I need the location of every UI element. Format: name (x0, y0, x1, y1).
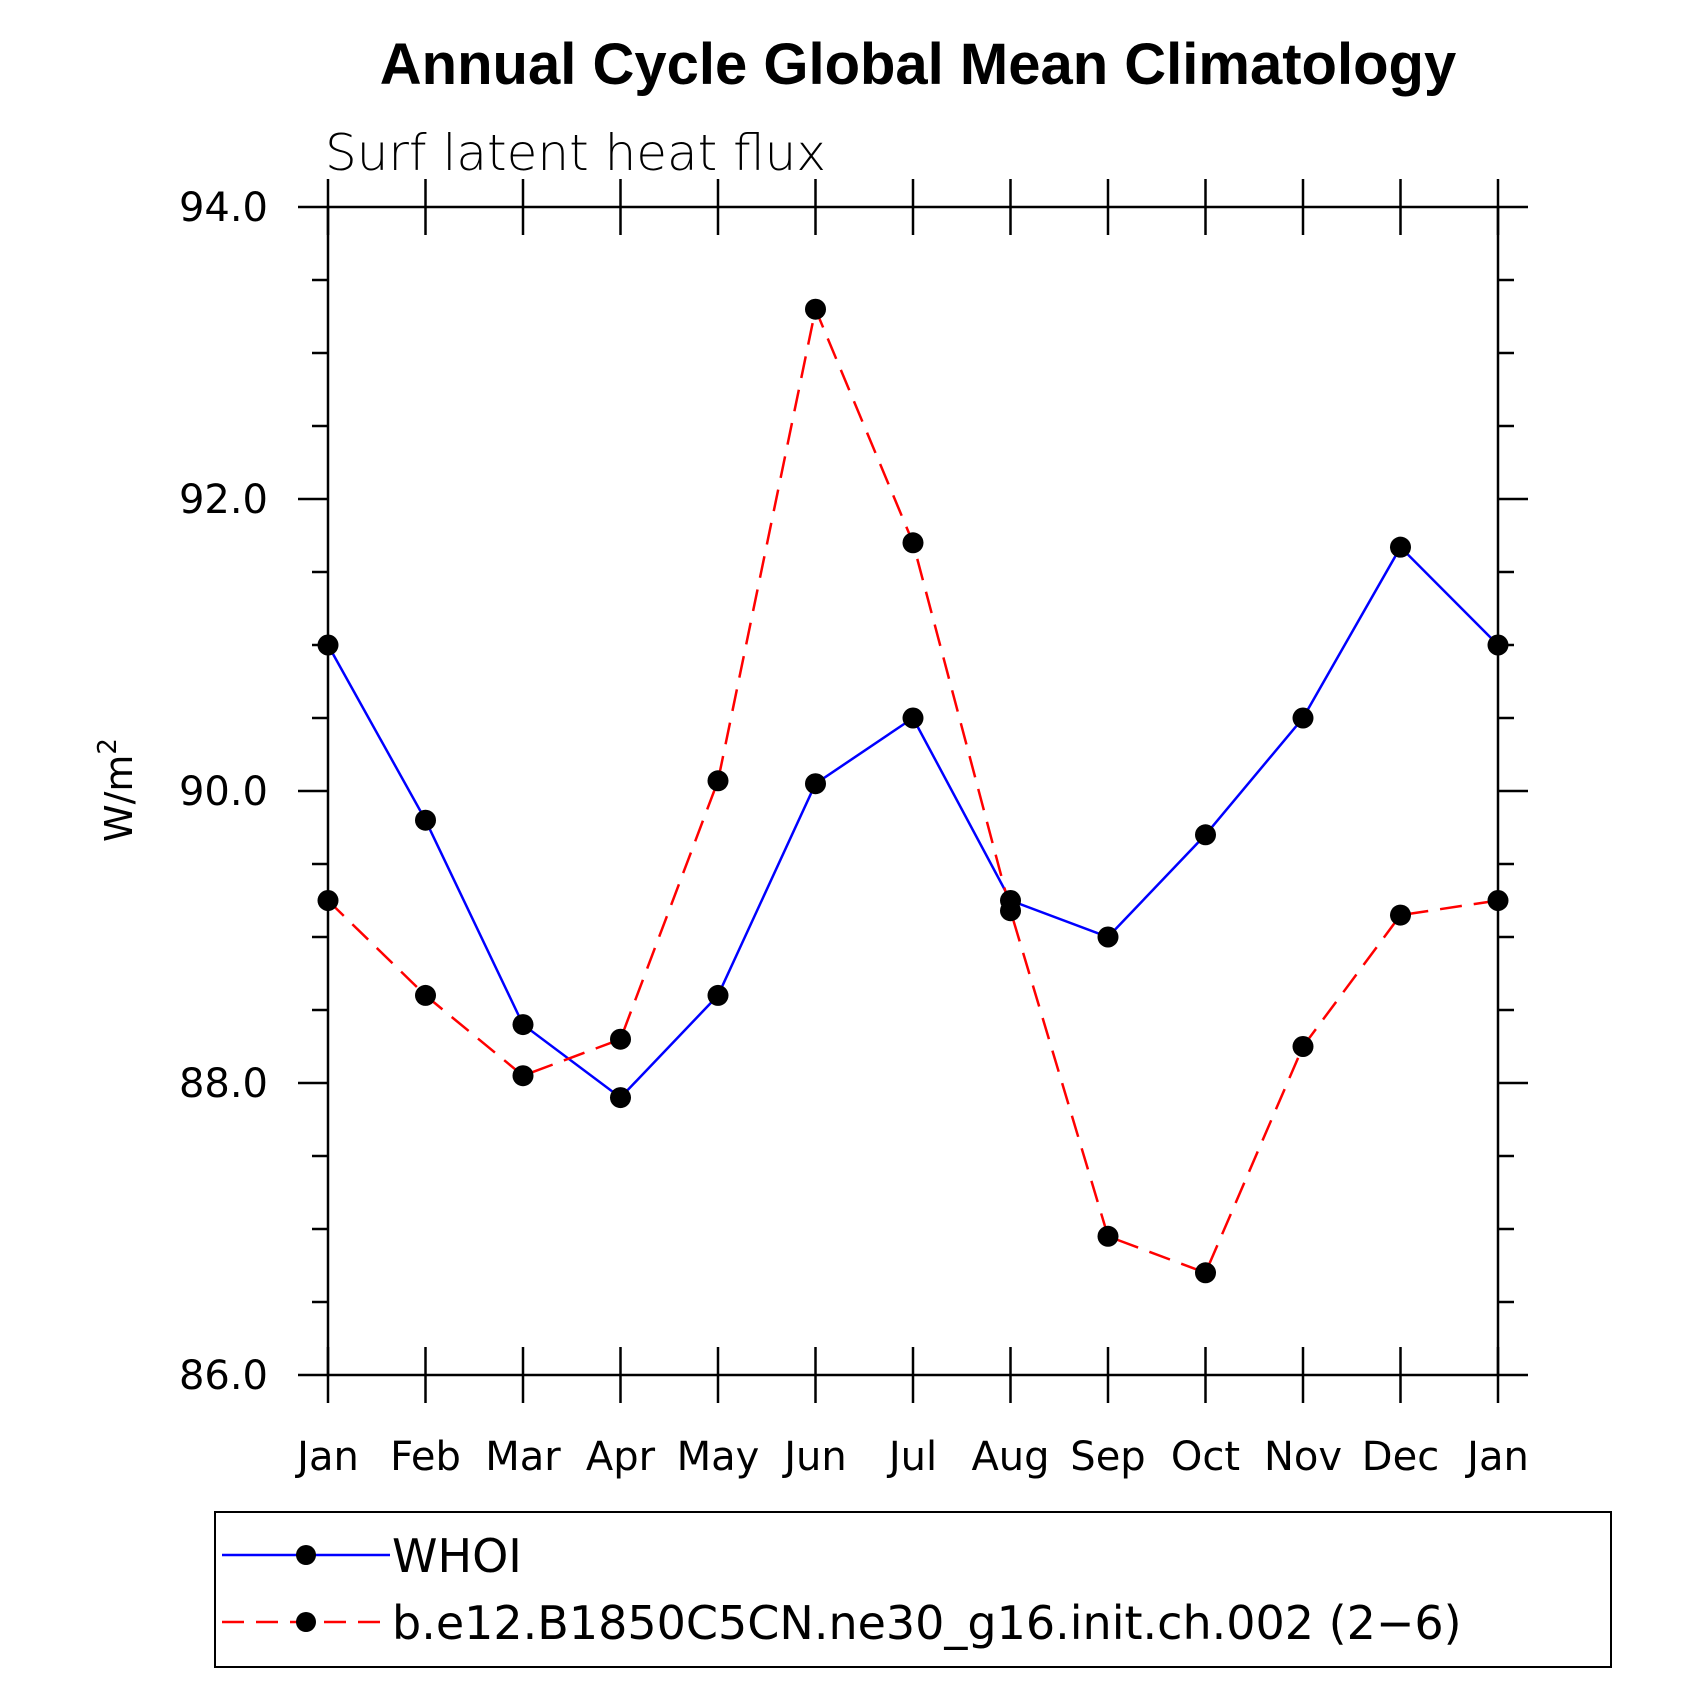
data-point-series-1 (1390, 904, 1411, 926)
series-line-0 (326, 545, 1499, 1100)
x-tick-label: Jan (1464, 1434, 1529, 1480)
series-line-1 (327, 304, 1499, 1275)
data-point-series-0 (610, 1087, 631, 1109)
data-point-series-0 (1292, 707, 1314, 729)
x-tick-label: Jan (294, 1434, 359, 1480)
x-tick-label: Oct (1171, 1434, 1240, 1480)
x-tick-label: Sep (1070, 1434, 1145, 1480)
x-ticks: Jan Feb Mar Apr May Jun Jul Aug Sep Oct Nov Dec Jan (294, 179, 1529, 1480)
x-tick-label: Aug (971, 1434, 1049, 1480)
x-tick-label: Mar (485, 1434, 561, 1480)
data-point-series-1 (1195, 1262, 1216, 1284)
y-axis-label-text: W/m (97, 755, 141, 842)
y-tick-label: 94.0 (179, 185, 268, 231)
data-point-series-1 (902, 532, 924, 554)
series-layer (317, 298, 1509, 1284)
x-tick-label: Nov (1264, 1434, 1342, 1480)
chart-title: Annual Cycle Global Mean Climatology (380, 32, 1456, 97)
data-point-series-1 (1292, 1036, 1314, 1057)
data-point-series-0 (1487, 634, 1509, 656)
data-point-series-1 (317, 890, 339, 911)
data-point-series-0 (902, 707, 924, 729)
data-point-series-0 (1097, 926, 1119, 948)
y-tick-label: 88.0 (179, 1061, 268, 1107)
data-point-series-1 (1000, 900, 1021, 922)
y-tick-label: 92.0 (179, 477, 268, 523)
chart-subtitle: Surf latent heat flux (325, 124, 826, 182)
x-tick-label: Dec (1362, 1434, 1439, 1480)
data-point-series-1 (805, 298, 826, 320)
y-tick-label: 86.0 (179, 1353, 268, 1399)
x-tick-label: Feb (390, 1434, 461, 1480)
svg-text:W/m2: W/m2 (93, 738, 141, 842)
data-point-series-1 (415, 984, 436, 1006)
legend-box (214, 1511, 1612, 1668)
data-point-series-1 (1097, 1225, 1119, 1247)
legend-label-whoi: WHOI (392, 1529, 522, 1583)
legend-marker-whoi (296, 1545, 316, 1565)
legend-label-model: b.e12.B1850C5CN.ne30_g16.init.ch.002 (2−… (392, 1596, 1462, 1650)
x-tick-label: Apr (586, 1434, 656, 1480)
plot-axes (326, 205, 1500, 1377)
data-point-series-0 (1390, 536, 1411, 558)
data-point-series-1 (1487, 890, 1509, 911)
x-tick-label: May (677, 1434, 760, 1480)
data-point-series-1 (512, 1065, 534, 1087)
data-point-series-0 (1195, 824, 1216, 846)
data-point-series-0 (512, 1014, 534, 1036)
data-point-series-1 (610, 1028, 631, 1050)
data-point-series-0 (317, 634, 339, 656)
y-axis-label-superscript: 2 (93, 738, 123, 755)
y-tick-label: 90.0 (179, 769, 268, 815)
data-point-series-0 (415, 809, 436, 831)
legend-marker-model (296, 1612, 316, 1632)
y-ticks: 86.0 88.0 90.0 92.0 94.0 (179, 185, 1528, 1399)
x-tick-label: Jun (781, 1434, 847, 1480)
x-tick-label: Jul (886, 1434, 937, 1480)
data-point-series-1 (707, 770, 729, 792)
legend: WHOI b.e12.B1850C5CN.ne30_g16.init.ch.00… (214, 1511, 1612, 1668)
plot-frame (326, 205, 1500, 1377)
data-point-series-0 (707, 984, 729, 1006)
data-point-series-0 (805, 773, 826, 795)
y-axis-label: W/m2 (93, 738, 141, 842)
